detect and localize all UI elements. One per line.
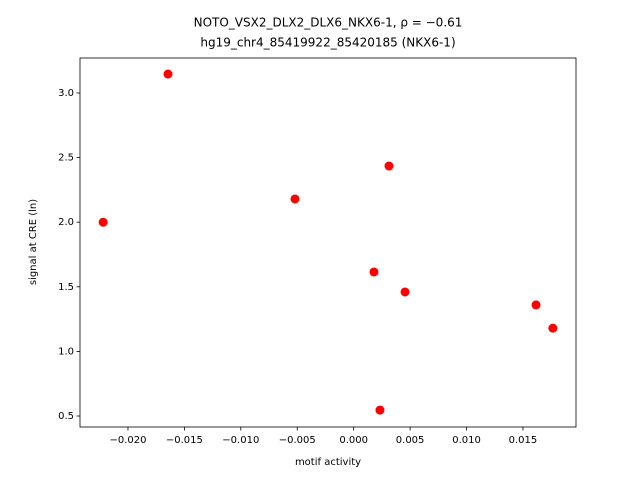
y-tick-label: 2.0: [58, 217, 74, 228]
point: [375, 405, 385, 415]
x-tick-label: 0.010: [452, 435, 481, 446]
chart-subtitle: hg19_chr4_85419922_85420185 (NKX6-1): [200, 36, 455, 50]
point: [400, 287, 410, 297]
point: [384, 161, 394, 171]
point: [98, 217, 108, 227]
y-tick-label: 3.0: [58, 88, 74, 99]
x-tick-label: −0.010: [222, 435, 259, 446]
point: [163, 69, 173, 79]
y-tick-label: 1.5: [58, 282, 74, 293]
x-tick-label: −0.005: [279, 435, 316, 446]
x-tick-label: 0.005: [396, 435, 425, 446]
x-tick-label: 0.000: [339, 435, 368, 446]
point: [290, 194, 300, 204]
x-tick-label: −0.020: [109, 435, 146, 446]
x-axis-label: motif activity: [295, 457, 361, 468]
y-tick-label: 1.0: [58, 346, 74, 357]
point: [531, 300, 541, 310]
y-tick-label: 2.5: [58, 153, 74, 164]
point: [369, 267, 379, 277]
point: [548, 323, 558, 333]
y-axis-label: signal at CRE (ln): [28, 199, 39, 285]
plot-frame: [79, 57, 577, 428]
chart-title: NOTO_VSX2_DLX2_DLX6_NKX6-1, ρ = −0.61: [194, 16, 463, 30]
x-tick-label: 0.015: [509, 435, 538, 446]
x-tick-label: −0.015: [166, 435, 203, 446]
y-tick-label: 0.5: [58, 411, 74, 422]
